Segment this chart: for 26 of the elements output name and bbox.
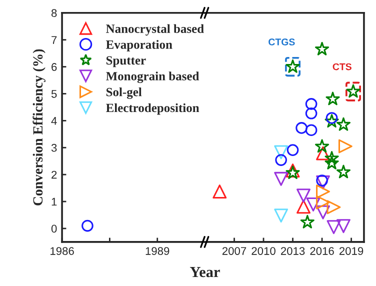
legend-label: Monograin based [106,72,200,84]
y-tick-label: 6 [52,63,57,71]
y-tick-label: 2 [52,170,57,179]
legend-label: Evaporation [106,40,172,52]
y-tick-label: 8 [51,9,57,18]
x-tick-label: 2007 [222,247,246,255]
y-tick-label: 3 [51,144,57,152]
y-tick-label: 0 [51,224,57,233]
y-tick-label: 7 [52,36,57,44]
y-axis-title: Conversion Efficiency (%) [32,49,46,206]
y-tick-label: 1 [52,198,57,206]
x-tick-label: 2016 [310,247,334,255]
legend-label: Sol-gel [106,87,142,99]
legend-label: Sputter [106,56,146,68]
annotation: CTGS [268,38,295,46]
x-tick-label: 2010 [252,247,276,255]
x-axis-title: Year [190,267,220,278]
y-tick-label: 4 [51,117,57,125]
x-tick-label: 1989 [146,247,170,255]
legend-label: Electrodeposition [106,103,200,115]
x-tick-label: 2013 [280,247,305,255]
x-tick-label: 1986 [50,247,74,255]
x-tick-label: 2019 [339,247,364,255]
annotation: CTS [332,63,352,70]
y-tick-label: 5 [51,90,57,98]
legend-label: Nanocrystal based [106,24,204,36]
